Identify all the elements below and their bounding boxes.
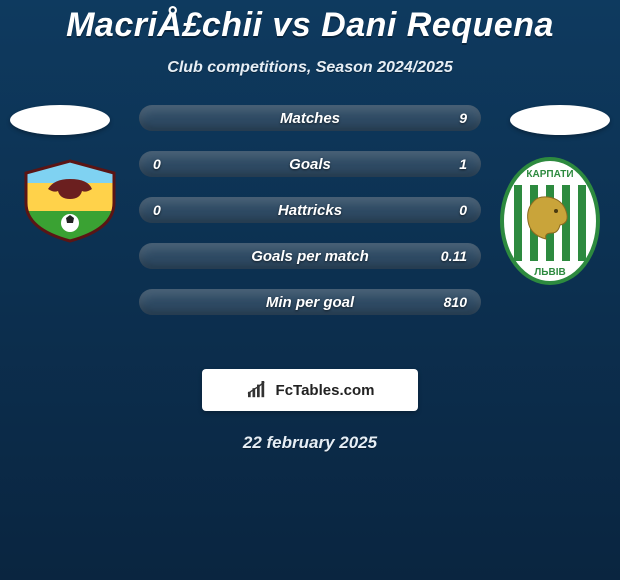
stat-label: Hattricks <box>193 202 427 219</box>
stat-left-value: 0 <box>153 156 193 172</box>
stat-label: Goals <box>193 156 427 173</box>
stat-right-value: 0.11 <box>427 248 467 264</box>
left-flag-ellipse <box>10 105 110 135</box>
right-club-badge: КАРПАТИ ЛЬВІВ <box>500 157 600 285</box>
stat-left-value: 0 <box>153 202 193 218</box>
chart-icon <box>246 381 268 399</box>
subtitle: Club competitions, Season 2024/2025 <box>0 59 620 77</box>
svg-text:КАРПАТИ: КАРПАТИ <box>526 169 573 180</box>
zimbru-icon <box>20 157 120 243</box>
stat-label: Matches <box>193 110 427 127</box>
watermark-badge: FcTables.com <box>202 369 418 411</box>
svg-text:ЛЬВІВ: ЛЬВІВ <box>534 267 565 278</box>
date-text: 22 february 2025 <box>0 433 620 453</box>
stat-right-value: 810 <box>427 294 467 310</box>
stat-bar: 0Goals1 <box>139 151 481 177</box>
stat-right-value: 1 <box>427 156 467 172</box>
stat-right-value: 0 <box>427 202 467 218</box>
stat-bar: 0Hattricks0 <box>139 197 481 223</box>
stat-label: Goals per match <box>193 248 427 265</box>
watermark-text: FcTables.com <box>276 382 375 399</box>
stat-bar: Matches9 <box>139 105 481 131</box>
stat-bars: Matches90Goals10Hattricks0Goals per matc… <box>139 105 481 315</box>
left-club-badge <box>20 157 120 243</box>
stat-bar: Min per goal810 <box>139 289 481 315</box>
comparison-area: КАРПАТИ ЛЬВІВ Matches90Goals10Hattricks0… <box>0 105 620 345</box>
stat-right-value: 9 <box>427 110 467 126</box>
stat-bar: Goals per match0.11 <box>139 243 481 269</box>
karpaty-icon: КАРПАТИ ЛЬВІВ <box>500 157 600 285</box>
right-flag-ellipse <box>510 105 610 135</box>
page-title: MacriÅ£chii vs Dani Requena <box>0 0 620 45</box>
stat-label: Min per goal <box>193 294 427 311</box>
